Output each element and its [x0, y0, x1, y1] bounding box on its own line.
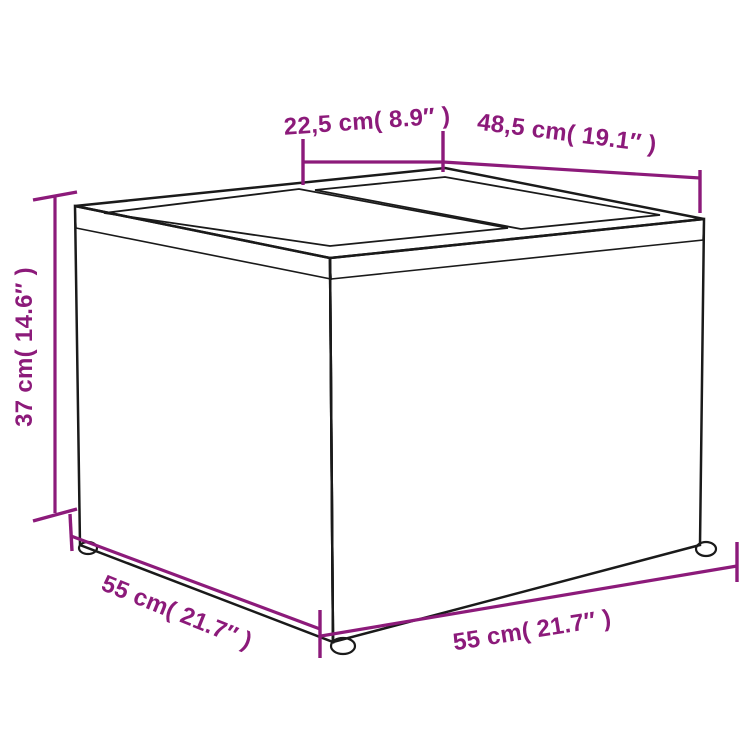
- front-corner-edge: [328, 257, 335, 643]
- dimension-height: 37 cm( 14.6″ ): [11, 190, 78, 523]
- glass-panel-left: [103, 188, 509, 247]
- dimension-label-glass-panel-width: 22,5 cm( 8.9″ ): [283, 102, 451, 141]
- table-illustration: [73, 166, 718, 656]
- glass-panel-right: [314, 176, 661, 230]
- table-foot-front: [329, 636, 357, 656]
- dimension-top-side-depth: 48,5 cm( 19.1″ ): [442, 109, 702, 213]
- dimension-line: [442, 160, 701, 180]
- dimension-label-base-width: 55 cm( 21.7″ ): [451, 605, 613, 657]
- dimension-tick: [68, 513, 74, 552]
- table-right-face: [328, 217, 706, 644]
- dimension-line: [320, 564, 738, 638]
- rim-band-left: [74, 205, 332, 280]
- dimension-tick: [32, 507, 78, 523]
- dimension-label-top-side-depth: 48,5 cm( 19.1″ ): [476, 109, 658, 159]
- dimension-label-height: 37 cm( 14.6″ ): [11, 267, 38, 427]
- table-top-frame: [74, 166, 705, 260]
- dimension-base-depth: 55 cm( 21.7″ ): [68, 513, 322, 658]
- dimension-glass-panel-width: 22,5 cm( 8.9″ ): [283, 102, 451, 185]
- dimension-tick: [32, 190, 78, 202]
- dimension-base-width: 55 cm( 21.7″ ): [320, 542, 739, 657]
- table-foot-right: [694, 540, 718, 558]
- dimension-line: [70, 534, 321, 631]
